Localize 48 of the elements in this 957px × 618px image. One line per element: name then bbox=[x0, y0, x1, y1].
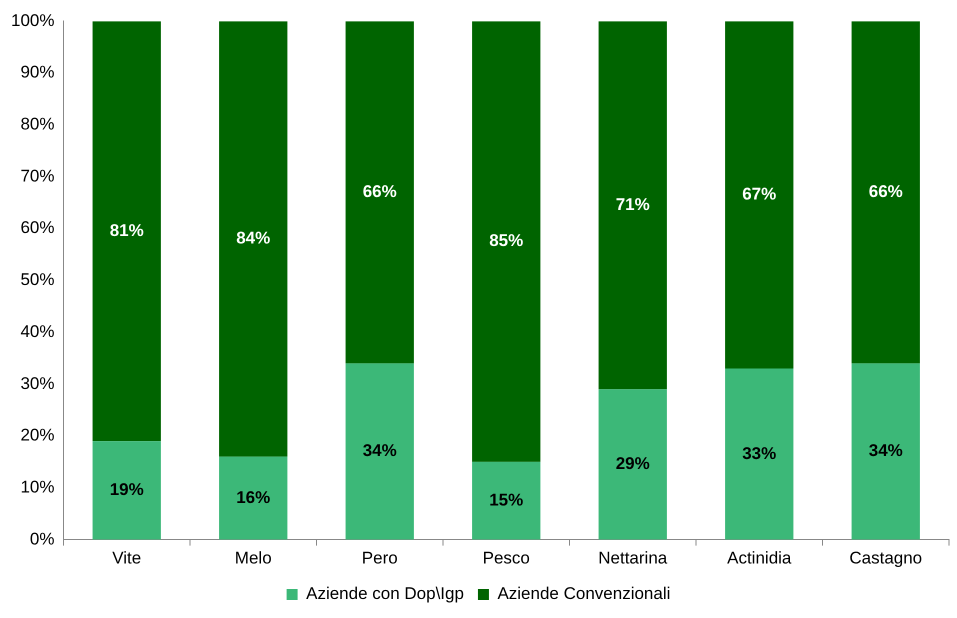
bar bbox=[346, 21, 414, 364]
x-tick-label: Pero bbox=[362, 548, 398, 568]
bar bbox=[598, 389, 667, 540]
data-label: 16% bbox=[236, 488, 270, 507]
bar bbox=[852, 21, 920, 364]
y-tick-label: 40% bbox=[20, 322, 54, 341]
data-label: 19% bbox=[110, 480, 144, 500]
x-tick-label: Pesco bbox=[482, 548, 530, 568]
legend-label: Aziende Convenzionali bbox=[497, 584, 670, 604]
y-tick-label: 90% bbox=[20, 62, 54, 82]
data-label: 33% bbox=[742, 444, 776, 463]
y-tick-label: 30% bbox=[20, 374, 54, 393]
data-label: 84% bbox=[236, 228, 270, 248]
data-label: 15% bbox=[489, 490, 524, 510]
x-tick-label: Vite bbox=[112, 548, 142, 568]
bar bbox=[92, 21, 161, 442]
bar bbox=[92, 441, 161, 540]
data-label: 71% bbox=[616, 194, 650, 214]
y-tick-label: 60% bbox=[20, 218, 54, 238]
y-tick-label: 0% bbox=[30, 529, 54, 548]
data-label: 66% bbox=[868, 182, 903, 201]
y-tick-label: 50% bbox=[20, 270, 54, 290]
bar bbox=[852, 363, 920, 540]
data-label: 85% bbox=[489, 231, 524, 250]
x-tick-label: Nettarina bbox=[598, 548, 668, 568]
bar bbox=[346, 363, 414, 540]
bar bbox=[725, 21, 794, 369]
x-tick-label: Melo bbox=[234, 548, 272, 568]
data-label: 81% bbox=[110, 220, 144, 240]
y-tick-label: 20% bbox=[20, 426, 54, 445]
bar bbox=[219, 21, 288, 457]
bar bbox=[472, 462, 540, 540]
legend-label: Aziende con Dop\Igp bbox=[306, 584, 464, 604]
x-tick-label: Castagno bbox=[849, 548, 922, 568]
bar bbox=[472, 21, 540, 462]
bar bbox=[725, 368, 794, 540]
bar bbox=[598, 21, 667, 390]
y-tick-label: 10% bbox=[20, 477, 54, 496]
y-tick-label: 70% bbox=[20, 166, 54, 186]
x-tick-label: Actinidia bbox=[727, 548, 792, 568]
data-label: 66% bbox=[362, 182, 397, 201]
data-label: 29% bbox=[616, 454, 650, 474]
y-tick-label: 100% bbox=[10, 10, 54, 30]
data-label: 34% bbox=[362, 441, 397, 460]
data-label: 67% bbox=[742, 184, 776, 204]
bar bbox=[219, 456, 288, 540]
y-tick-label: 80% bbox=[20, 114, 54, 134]
data-label: 34% bbox=[868, 441, 903, 460]
